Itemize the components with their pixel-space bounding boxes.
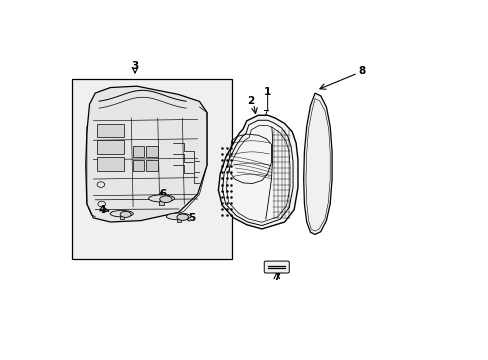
- Bar: [97, 123, 123, 138]
- Text: 3: 3: [131, 61, 139, 71]
- Bar: [146, 160, 158, 171]
- Text: 2: 2: [246, 96, 254, 107]
- Bar: [133, 160, 144, 171]
- Polygon shape: [303, 93, 331, 234]
- Bar: [97, 140, 123, 154]
- Ellipse shape: [177, 214, 188, 220]
- Text: 7: 7: [272, 271, 280, 282]
- Bar: [159, 201, 163, 205]
- Bar: [146, 146, 158, 157]
- Text: 4: 4: [98, 204, 105, 215]
- Bar: [176, 219, 180, 222]
- Ellipse shape: [160, 196, 172, 203]
- Text: 1: 1: [264, 87, 271, 97]
- Ellipse shape: [110, 211, 133, 217]
- Text: 8: 8: [357, 67, 365, 76]
- Bar: [97, 157, 123, 171]
- Ellipse shape: [166, 213, 190, 220]
- Bar: [133, 146, 144, 157]
- Polygon shape: [218, 115, 297, 229]
- Bar: [72, 79, 231, 260]
- Ellipse shape: [148, 195, 174, 202]
- Text: 6: 6: [159, 189, 166, 199]
- FancyBboxPatch shape: [264, 261, 289, 273]
- Polygon shape: [85, 86, 206, 222]
- Text: 5: 5: [188, 213, 195, 224]
- Bar: [120, 216, 123, 219]
- Ellipse shape: [120, 211, 131, 217]
